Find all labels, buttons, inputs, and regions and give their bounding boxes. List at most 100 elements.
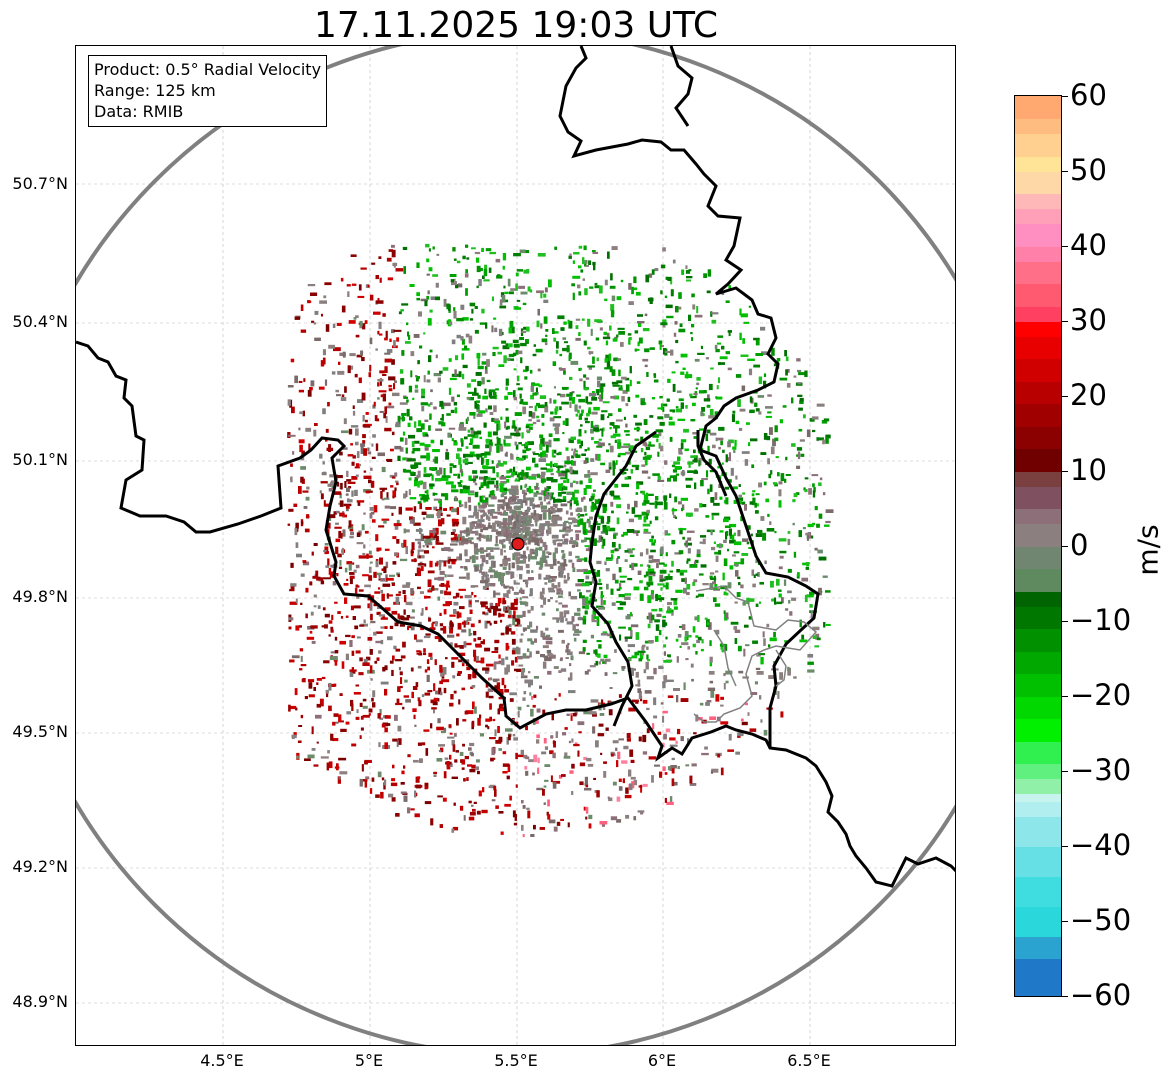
- velocity-echo-pixel: [474, 566, 478, 572]
- velocity-echo-pixel: [308, 694, 315, 698]
- velocity-echo-pixel: [530, 708, 534, 717]
- velocity-echo-pixel: [406, 399, 409, 403]
- velocity-echo-pixel: [458, 427, 467, 431]
- velocity-echo-pixel: [505, 427, 508, 430]
- velocity-echo-pixel: [825, 590, 831, 593]
- velocity-echo-pixel: [576, 559, 582, 562]
- lat-label: 50.1°N: [12, 450, 68, 469]
- velocity-echo-pixel: [466, 528, 469, 532]
- velocity-echo-pixel: [541, 751, 547, 755]
- velocity-echo-pixel: [403, 493, 407, 499]
- velocity-echo-pixel: [606, 521, 610, 525]
- velocity-echo-pixel: [464, 594, 472, 599]
- velocity-echo-pixel: [346, 487, 350, 492]
- velocity-echo-pixel: [309, 581, 313, 586]
- velocity-echo-pixel: [439, 824, 443, 828]
- velocity-echo-pixel: [466, 396, 471, 400]
- velocity-echo-pixel: [348, 563, 352, 571]
- velocity-echo-pixel: [577, 721, 585, 726]
- velocity-echo-pixel: [342, 529, 346, 537]
- velocity-echo-pixel: [810, 610, 813, 619]
- velocity-echo-pixel: [492, 352, 496, 357]
- velocity-echo-pixel: [489, 622, 492, 626]
- velocity-echo-pixel: [425, 433, 428, 436]
- velocity-echo-pixel: [617, 327, 625, 330]
- velocity-echo-pixel: [413, 334, 420, 338]
- velocity-echo-pixel: [556, 608, 559, 612]
- colorbar-segment: [1015, 958, 1061, 996]
- velocity-echo-pixel: [515, 784, 518, 788]
- velocity-echo-pixel: [475, 372, 482, 376]
- velocity-echo-pixel: [618, 331, 625, 335]
- velocity-echo-pixel: [539, 501, 543, 506]
- velocity-echo-pixel: [414, 384, 418, 389]
- velocity-echo-pixel: [755, 667, 761, 670]
- velocity-echo-pixel: [420, 423, 425, 430]
- velocity-echo-pixel: [660, 445, 664, 452]
- velocity-echo-pixel: [532, 392, 538, 396]
- velocity-echo-pixel: [473, 544, 477, 548]
- velocity-echo-pixel: [567, 319, 570, 324]
- velocity-echo-pixel: [664, 460, 668, 465]
- velocity-echo-pixel: [514, 656, 518, 663]
- velocity-echo-pixel: [685, 265, 688, 269]
- velocity-echo-pixel: [576, 514, 580, 517]
- velocity-echo-pixel: [355, 564, 360, 569]
- velocity-echo-pixel: [513, 610, 516, 619]
- velocity-echo-pixel: [683, 682, 686, 690]
- velocity-echo-pixel: [493, 590, 496, 598]
- velocity-echo-pixel: [709, 680, 714, 684]
- velocity-echo-pixel: [640, 564, 643, 567]
- velocity-echo-pixel: [608, 443, 611, 446]
- velocity-echo-pixel: [426, 674, 430, 682]
- velocity-echo-pixel: [513, 532, 516, 536]
- velocity-echo-pixel: [678, 398, 684, 402]
- velocity-echo-pixel: [548, 513, 552, 520]
- velocity-echo-pixel: [634, 651, 640, 656]
- velocity-echo-pixel: [470, 427, 474, 430]
- velocity-echo-pixel: [629, 554, 635, 557]
- velocity-echo-pixel: [503, 439, 506, 445]
- velocity-echo-pixel: [640, 784, 643, 793]
- velocity-echo-pixel: [469, 302, 476, 307]
- velocity-echo-pixel: [491, 490, 495, 498]
- velocity-echo-pixel: [793, 676, 797, 679]
- velocity-echo-pixel: [306, 514, 310, 519]
- velocity-echo-pixel: [723, 558, 728, 567]
- velocity-echo-pixel: [715, 694, 720, 702]
- velocity-echo-pixel: [433, 697, 438, 701]
- velocity-echo-pixel: [742, 538, 749, 542]
- velocity-echo-pixel: [482, 513, 486, 517]
- radar-map[interactable]: [75, 45, 956, 1046]
- velocity-echo-pixel: [524, 497, 529, 501]
- velocity-echo-pixel: [761, 351, 768, 355]
- velocity-echo-pixel: [653, 697, 657, 706]
- velocity-echo-pixel: [473, 543, 478, 546]
- velocity-echo-pixel: [616, 517, 620, 525]
- velocity-echo-pixel: [731, 534, 735, 541]
- velocity-echo-pixel: [328, 488, 332, 492]
- velocity-echo-pixel: [388, 793, 394, 798]
- velocity-echo-pixel: [451, 484, 456, 489]
- velocity-echo-pixel: [735, 420, 740, 425]
- velocity-echo-pixel: [394, 472, 398, 477]
- velocity-echo-pixel: [642, 490, 645, 495]
- velocity-echo-pixel: [341, 661, 345, 669]
- velocity-echo-pixel: [776, 578, 780, 586]
- velocity-echo-pixel: [610, 501, 614, 507]
- velocity-echo-pixel: [351, 743, 357, 747]
- velocity-echo-pixel: [662, 715, 665, 723]
- velocity-echo-pixel: [597, 453, 601, 461]
- velocity-echo-pixel: [362, 552, 366, 555]
- velocity-echo-pixel: [375, 640, 383, 644]
- velocity-echo-pixel: [429, 530, 437, 534]
- velocity-echo-pixel: [402, 468, 407, 473]
- velocity-echo-pixel: [500, 579, 504, 584]
- velocity-echo-pixel: [290, 583, 297, 587]
- velocity-echo-pixel: [528, 411, 533, 417]
- velocity-echo-pixel: [533, 824, 536, 830]
- velocity-echo-pixel: [487, 405, 492, 410]
- velocity-echo-pixel: [686, 560, 689, 564]
- velocity-echo-pixel: [328, 517, 332, 521]
- velocity-echo-pixel: [677, 728, 681, 735]
